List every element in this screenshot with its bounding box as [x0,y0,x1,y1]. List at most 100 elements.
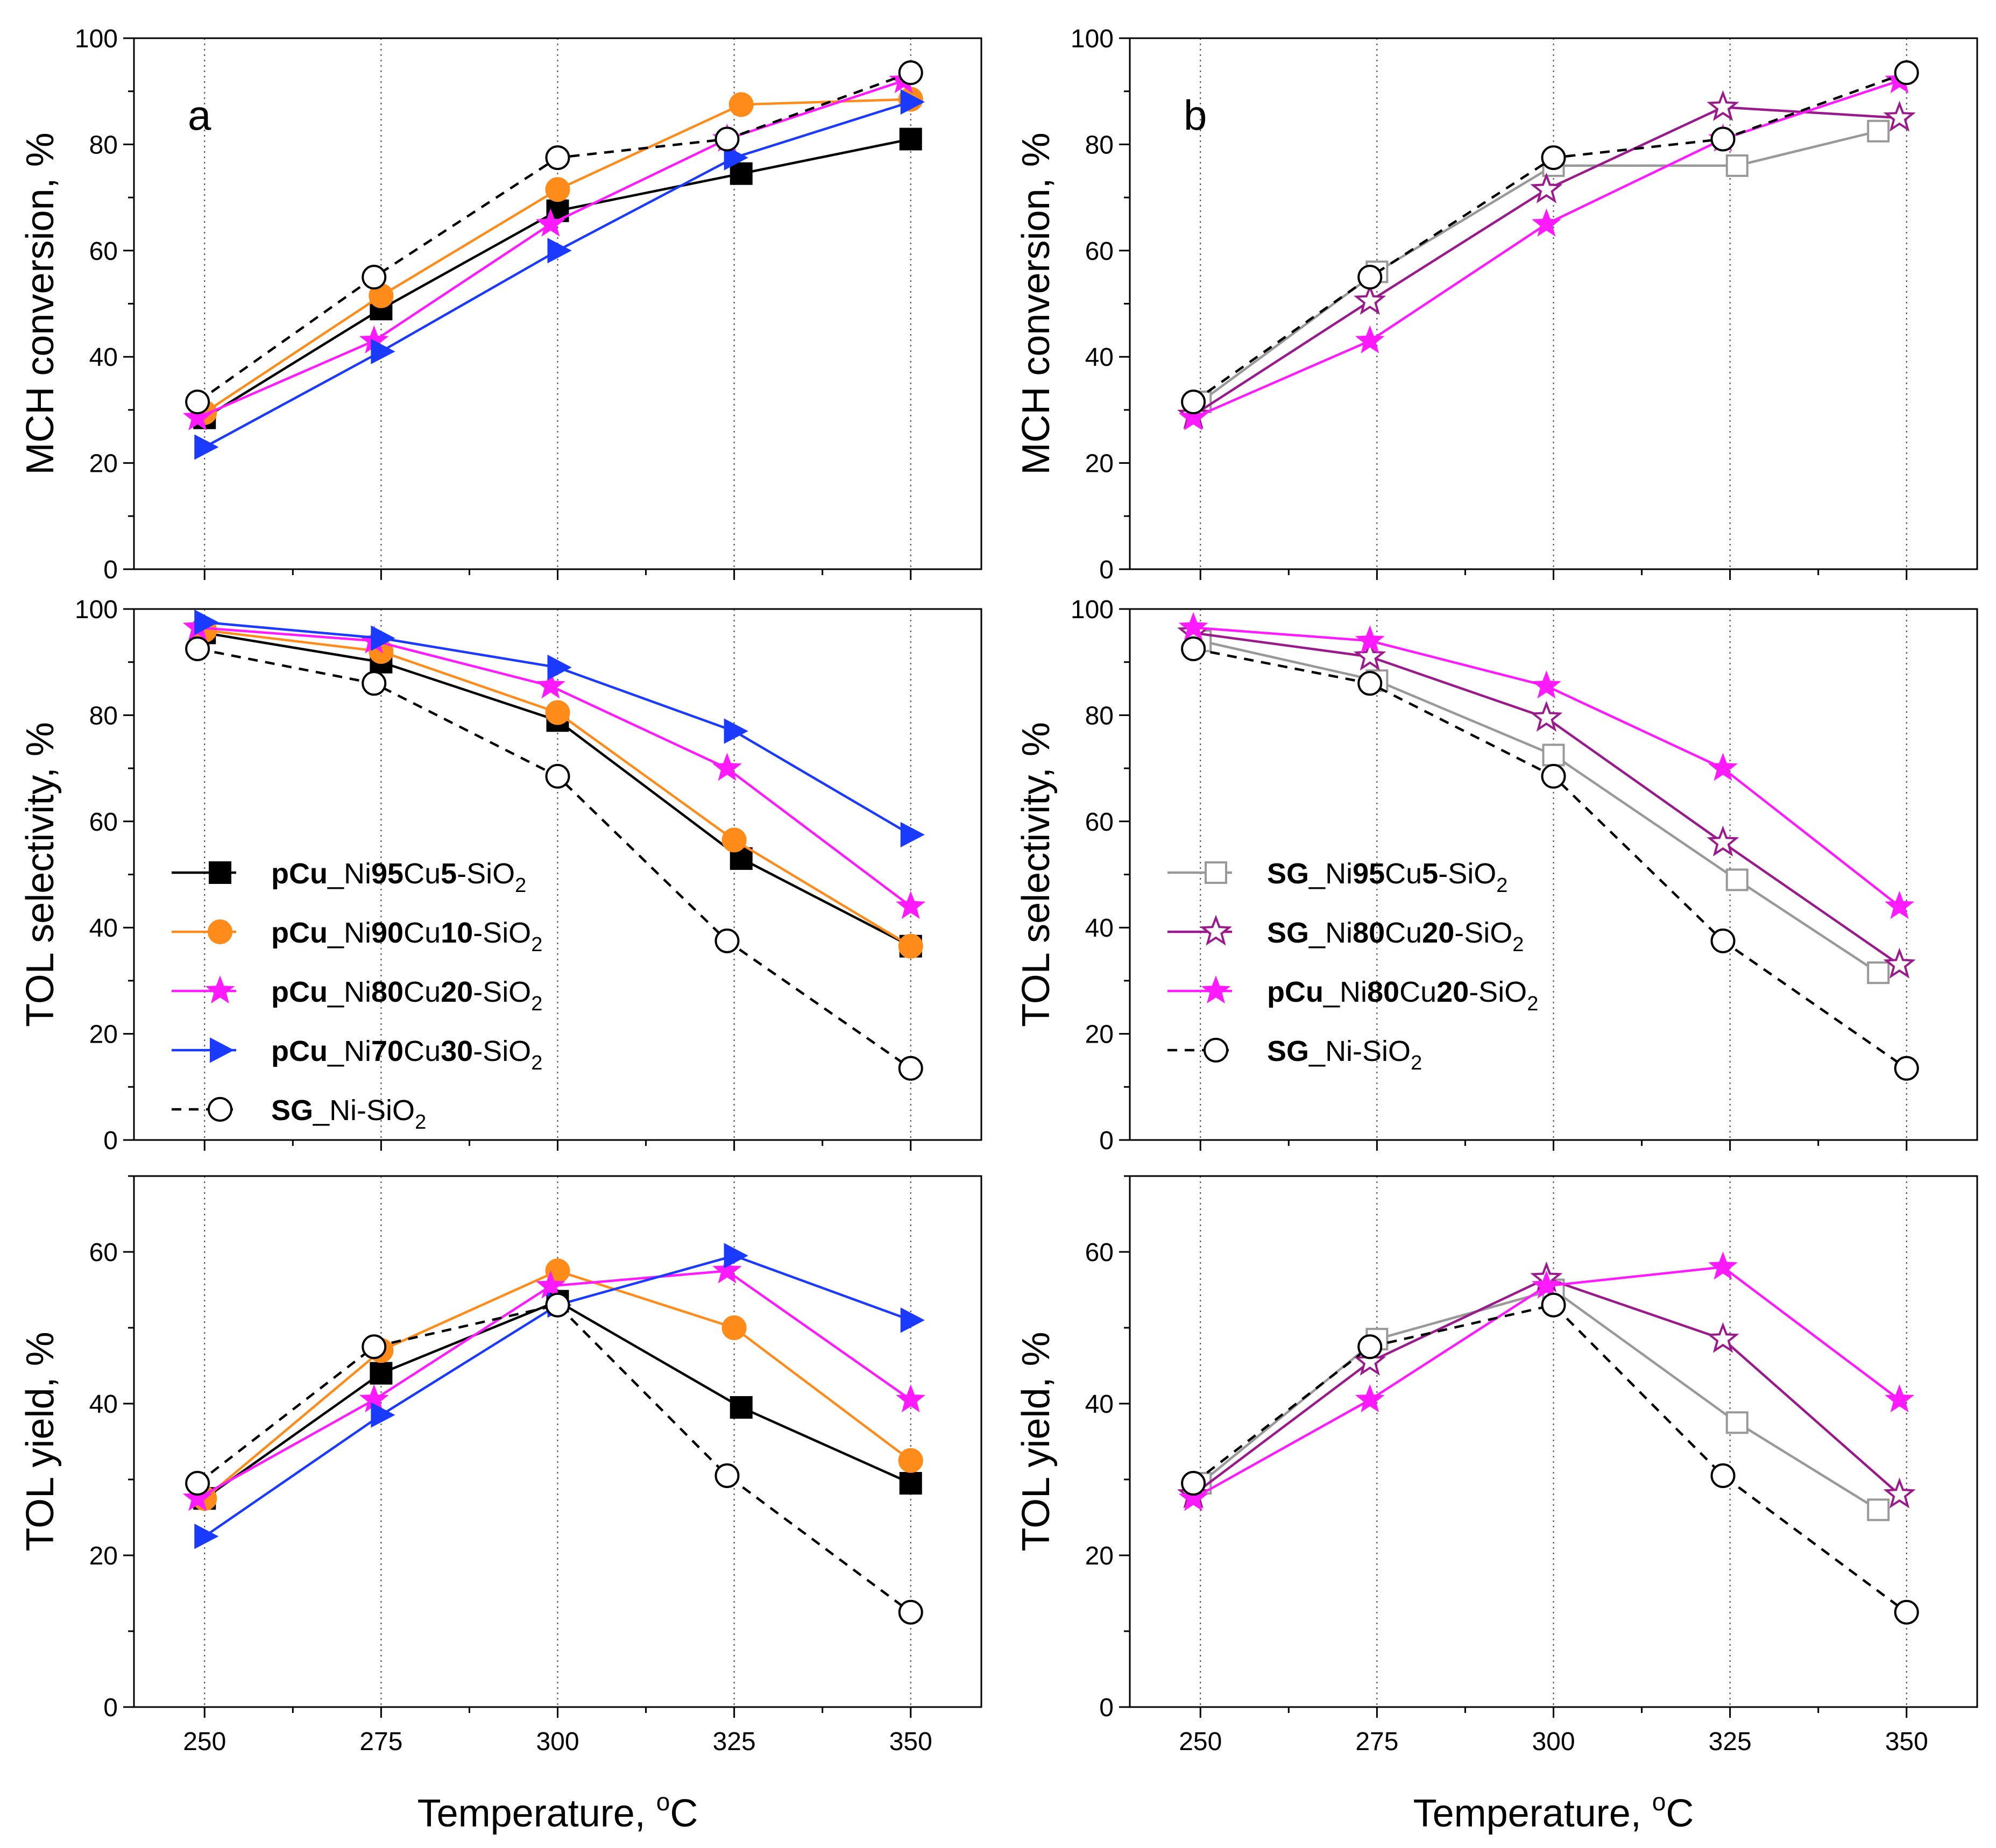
y-tick-label: 0 [103,556,118,584]
data-point [896,1384,926,1413]
data-point [1178,402,1208,430]
data-point [1357,265,1383,290]
data-point [1531,1270,1561,1299]
series-SG_Ni-SiO2 [185,1292,923,1625]
plot-frame [1129,1175,1978,1708]
x-tick-label: 275 [1355,1727,1398,1756]
data-point [1541,145,1566,171]
data-point [1883,947,1916,979]
data-point [1708,1251,1738,1280]
y-tick-label: 0 [1099,1127,1114,1155]
legend-label: SG_Ni80Cu20-SiO2 [1267,917,1524,956]
data-point [1357,671,1383,696]
series-SG_Ni95Cu5-SiO2 [1189,1278,1890,1521]
data-point [1708,753,1738,781]
data-point [1867,119,1890,143]
x-tick-label: 350 [1885,1727,1928,1756]
panel-label: b [1184,91,1207,139]
legend-item: SG_Ni-SiO2 [172,1094,426,1134]
data-point [370,1362,393,1385]
data-point [724,718,748,744]
data-point [898,1599,923,1625]
series-pCu_Ni70Cu30-SiO2 [194,1243,925,1549]
legend-label: pCu_Ni95Cu5-SiO2 [271,858,526,897]
legend: pCu_Ni95Cu5-SiO2 pCu_Ni90Cu10-SiO2 pCu_Ni8… [172,858,542,1134]
series-SG_Ni-SiO2 [1181,636,1919,1081]
data-point [1181,636,1206,662]
data-point [714,126,740,152]
series-line [1199,130,1879,403]
plot-frame [133,1175,982,1708]
data-point [182,1483,213,1511]
x-tick-label: 325 [1709,1727,1752,1756]
series-pCu_Ni80Cu20-SiO2 [1178,612,1915,919]
data-point [899,1472,922,1495]
data-point [1894,60,1919,86]
x-tick-label: 275 [359,1727,402,1756]
data-point [1541,763,1566,789]
x-tick-label: 300 [536,1727,579,1756]
data-point [1355,325,1385,353]
data-point [1178,612,1208,640]
data-point [1354,640,1386,671]
data-point [1707,90,1739,121]
series-SG_Ni-SiO2 [1181,1292,1919,1625]
data-point [547,654,572,681]
data-point [1883,101,1916,132]
y-tick-label: 60 [1085,808,1114,837]
y-tick-label: 20 [89,450,118,478]
y-tick-label: 0 [1099,556,1114,584]
y-tick-label: 60 [89,237,118,266]
data-point [900,89,925,115]
data-point [721,827,747,853]
legend-item: SG_Ni95Cu5-SiO2 [1167,858,1507,897]
series-pCu_Ni70Cu30-SiO2 [194,89,925,460]
legend-swatch-marker [1199,915,1233,946]
y-axis-title: TOL yield, % [19,1332,62,1551]
data-point [1531,208,1561,237]
data-point [724,145,748,171]
legend-label: pCu_Ni90Cu10-SiO2 [271,917,542,956]
data-point [1725,868,1749,891]
data-point [721,1315,747,1340]
y-tick-label: 60 [1085,237,1114,266]
data-point [545,763,570,789]
data-point [185,1471,210,1496]
legend-label: pCu_Ni80Cu20-SiO2 [1267,976,1538,1015]
data-point [1530,172,1563,203]
legend-swatch-marker [209,861,231,884]
chart-b-yield: 0 20 40 60 250 275 300 325 350 TOL yield, % [1015,1175,1978,1756]
data-point [898,1056,923,1081]
plot-frame [133,37,982,570]
x-axis-title-a: Temperature, oC [417,1788,698,1835]
legend-item: pCu_Ni80Cu20-SiO2 [172,975,542,1015]
legend-item: pCu_Ni80Cu20-SiO2 [1167,975,1538,1015]
data-point [1885,890,1915,919]
series-SG_Ni-SiO2 [185,60,923,415]
y-axis-title: MCH conversion, % [19,132,62,475]
y-tick-label: 0 [1099,1694,1114,1722]
data-point [1178,1483,1208,1511]
data-point [545,145,570,171]
y-tick-label: 0 [103,1694,118,1722]
data-point [1530,700,1563,732]
y-tick-label: 60 [1085,1238,1114,1267]
y-tick-label: 40 [89,343,118,372]
y-tick-label: 100 [75,596,118,624]
data-point [730,162,753,185]
y-tick-label: 40 [1085,914,1114,943]
legend-swatch-marker [210,1037,235,1063]
legend-swatch-marker [208,919,232,944]
data-point [185,636,210,662]
legend-label: SG_Ni-SiO2 [1267,1035,1422,1074]
series-pCu_Ni80Cu20-SiO2 [182,1255,926,1511]
data-point [1883,1477,1916,1509]
legend-swatch-marker [1201,975,1231,1004]
data-point [1354,1344,1386,1376]
series-line [196,1304,912,1613]
y-axis-title: MCH conversion, % [1015,132,1058,475]
y-tick-label: 40 [89,1390,118,1419]
series-pCu_Ni80Cu20-SiO2 [1178,65,1915,430]
data-point [1707,825,1739,856]
